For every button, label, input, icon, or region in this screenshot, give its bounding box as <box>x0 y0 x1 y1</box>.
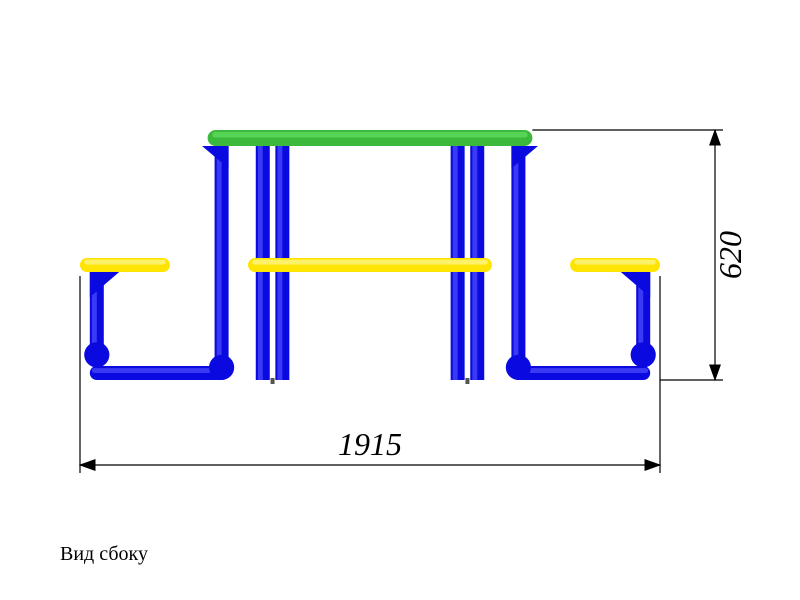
side-view-drawing: 1915 620 Вид сбоку <box>0 0 800 600</box>
dimension-height-label: 620 <box>712 231 748 279</box>
dimension-width-label: 1915 <box>338 426 402 462</box>
dimension-lines <box>80 130 723 473</box>
caption-label: Вид сбоку <box>60 543 148 565</box>
tops-and-benches <box>80 130 660 272</box>
